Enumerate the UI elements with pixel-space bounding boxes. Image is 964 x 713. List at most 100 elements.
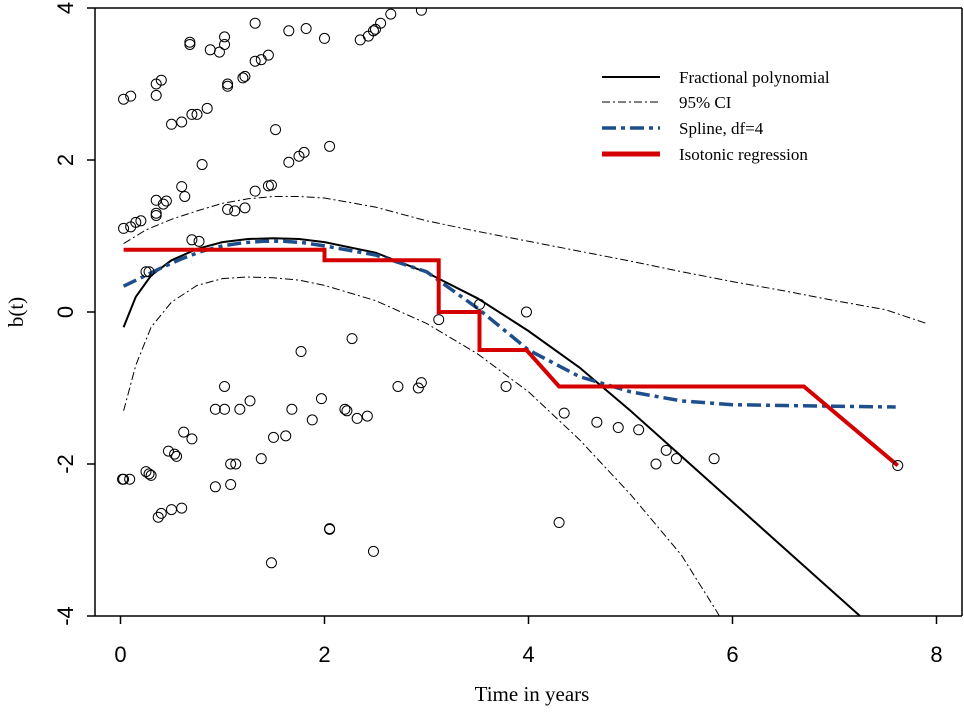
scatter-point [633, 424, 645, 436]
scatter-point [184, 38, 196, 50]
scatter-point [155, 507, 167, 519]
scatter-point [315, 393, 327, 405]
scatter-point [265, 179, 277, 191]
scatter-point [118, 222, 130, 234]
scatter-point [118, 473, 130, 485]
scatter-point [234, 403, 246, 415]
scatter-point [415, 8, 427, 16]
scatter-point [553, 517, 565, 529]
series-line-0 [122, 237, 862, 616]
scatter-point [179, 190, 191, 202]
scatter-point [160, 195, 172, 207]
scatter-point [520, 306, 532, 318]
scatter-point [415, 377, 427, 389]
scatter-point [265, 557, 277, 569]
scatter-point [249, 185, 261, 197]
scatter-point [295, 346, 307, 358]
scatter-point [150, 207, 162, 219]
legend-label-95-ci: 95% CI [679, 93, 732, 112]
scatter-point [591, 416, 603, 428]
scatter-point [222, 78, 234, 90]
scatter-point [361, 410, 373, 422]
scatter-point [222, 80, 234, 92]
scatter-point [209, 403, 221, 415]
x-tick-label: 8 [930, 642, 942, 667]
scatter-point [219, 38, 231, 50]
scatter-point [184, 36, 196, 48]
scatter-point [612, 422, 624, 434]
series-line-2 [123, 276, 720, 616]
scatter-point [230, 458, 242, 470]
scatter-point [270, 124, 282, 136]
scatter-point [341, 405, 353, 417]
y-tick-label: 2 [53, 154, 78, 166]
scatter-point [118, 93, 130, 105]
scatter-point [219, 403, 231, 415]
y-axis-ticks: -4 -2 0 2 4 [53, 2, 95, 626]
scatter-point [196, 159, 208, 171]
x-tick-label: 0 [114, 642, 126, 667]
scatter-point [124, 473, 136, 485]
scatter-point [135, 215, 147, 227]
scatter-point [169, 448, 181, 460]
scatter-point [157, 198, 169, 210]
scatter-point [155, 74, 167, 86]
scatter-point [225, 479, 237, 491]
scatter-point [140, 266, 152, 278]
x-tick-label: 6 [726, 642, 738, 667]
scatter-point [193, 235, 205, 247]
scatter-point [150, 89, 162, 101]
scatter-point [125, 90, 137, 102]
scatter-point [176, 181, 188, 193]
scatter-point [186, 433, 198, 445]
scatter-point [222, 203, 234, 215]
scatter-point [367, 25, 379, 37]
series-lines [122, 196, 927, 616]
scatter-point [339, 403, 351, 415]
scatter-point [219, 31, 231, 43]
scatter-point [298, 146, 310, 158]
scatter-point [670, 453, 682, 465]
scatter-point [186, 108, 198, 120]
series-line-3 [122, 239, 896, 409]
scatter-point [375, 17, 387, 29]
scatter-point [249, 17, 261, 29]
scatter-point [324, 523, 336, 535]
y-tick-label: 4 [53, 2, 78, 14]
scatter-point [708, 453, 720, 465]
scatter-point [166, 118, 177, 130]
series-line-1 [123, 196, 927, 324]
scatter-point [255, 453, 267, 465]
scatter-point [262, 49, 274, 61]
scatter-point [474, 298, 486, 310]
scatter-point [176, 116, 188, 128]
legend-label-spline: Spline, df=4 [679, 119, 764, 138]
scatter-point [162, 445, 174, 457]
legend: Fractional polynomial 95% CI Spline, df=… [602, 68, 830, 164]
scatter-point [255, 54, 267, 66]
scatter-point [268, 431, 279, 443]
scatter-point [283, 25, 295, 37]
x-axis-title: Time in years [475, 682, 590, 706]
scatter-point [324, 140, 336, 152]
scatter-point [249, 55, 261, 67]
legend-label-fractional-polynomial: Fractional polynomial [679, 68, 830, 87]
legend-label-isotonic: Isotonic regression [679, 145, 808, 164]
scatter-point [130, 216, 142, 228]
scatter-point [324, 523, 336, 535]
scatter-point [244, 395, 256, 407]
scatter-point [171, 450, 183, 462]
x-axis-ticks: 0 2 4 6 8 [114, 616, 943, 667]
scatter-point [392, 380, 404, 392]
scatter-point [346, 333, 358, 345]
scatter-point [558, 407, 570, 419]
y-tick-label: 0 [53, 306, 78, 318]
scatter-point [143, 266, 155, 278]
plot-frame [94, 7, 963, 617]
scatter-point [433, 314, 445, 326]
scatter-point [152, 511, 164, 523]
series-line-4 [123, 247, 899, 468]
scatter-point [178, 426, 190, 438]
scatter-point [229, 205, 241, 217]
